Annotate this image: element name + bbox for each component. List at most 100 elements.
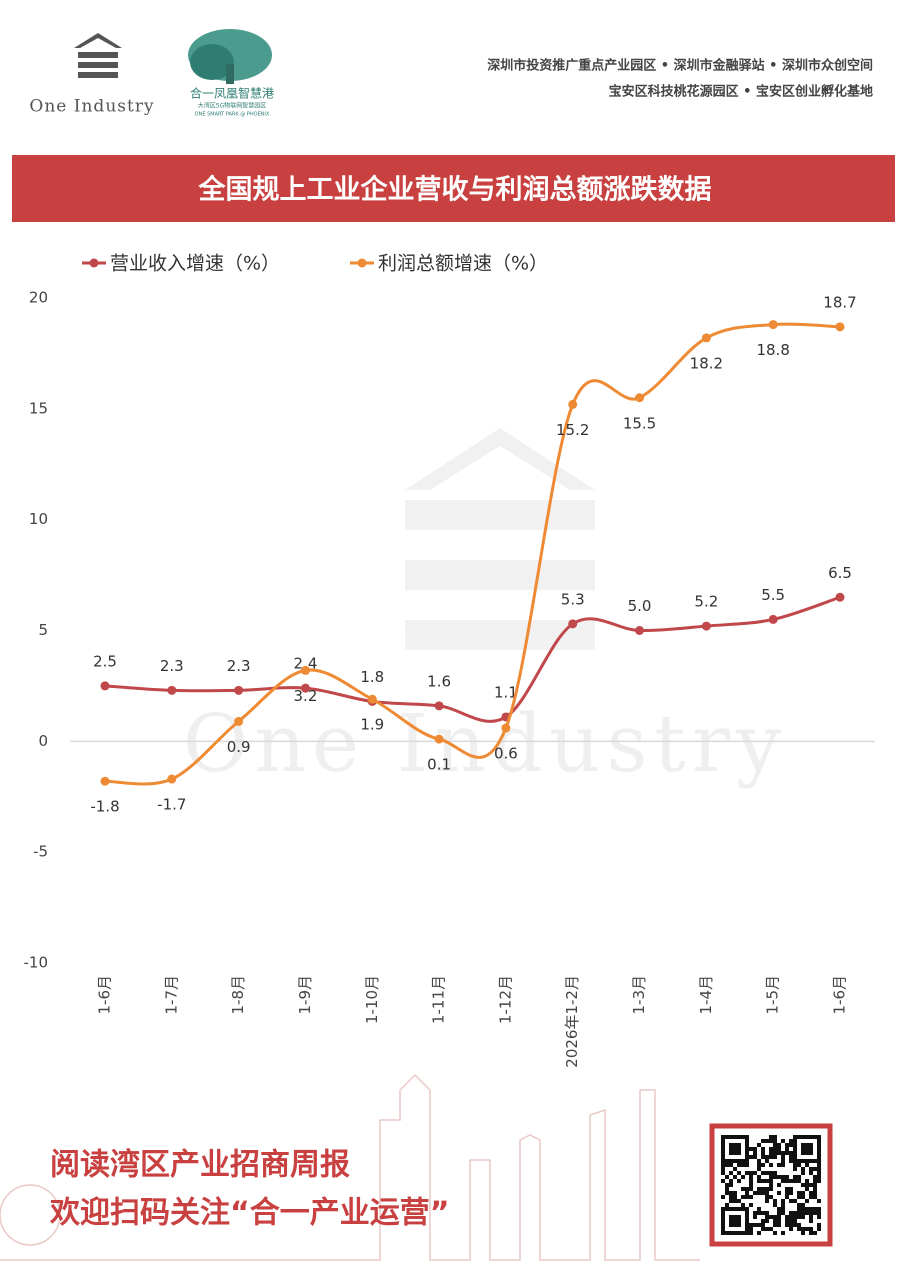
park-name: 合一凤凰智慧港 — [190, 86, 274, 101]
data-point — [234, 716, 244, 726]
park-sub: 大湾区5G物联网智慧园区 — [198, 102, 266, 110]
qr-cell — [817, 1135, 821, 1139]
qr-cell — [801, 1203, 805, 1207]
data-point — [701, 333, 711, 343]
data-point — [568, 399, 578, 409]
qr-cell — [769, 1215, 773, 1219]
qr-cell — [761, 1219, 765, 1223]
qr-cell — [789, 1223, 793, 1227]
qr-cell — [817, 1163, 821, 1167]
qr-cell — [745, 1155, 749, 1159]
qr-cell — [769, 1171, 773, 1175]
qr-cell — [765, 1215, 769, 1219]
qr-cell — [801, 1183, 805, 1187]
qr-cell — [745, 1207, 749, 1211]
data-label: 0.9 — [227, 738, 251, 756]
qr-cell — [801, 1147, 805, 1151]
qr-cell — [777, 1163, 781, 1167]
watermark-bar — [405, 500, 595, 530]
qr-cell — [757, 1159, 761, 1163]
qr-cell — [801, 1231, 805, 1235]
qr-cell — [757, 1231, 761, 1235]
qr-cell — [721, 1179, 725, 1183]
qr-cell — [773, 1215, 777, 1219]
data-label: 1.8 — [360, 668, 384, 686]
x-tick-label: 1-3月 — [630, 975, 648, 1015]
qr-cell — [805, 1183, 809, 1187]
skyline — [0, 1073, 700, 1261]
data-label: -1.8 — [90, 798, 119, 816]
qr-cell — [765, 1195, 769, 1199]
qr-cell — [769, 1195, 773, 1199]
qr-cell — [721, 1223, 725, 1227]
y-tick-label: 15 — [29, 399, 48, 417]
data-point — [835, 592, 845, 602]
qr-cell — [789, 1211, 793, 1215]
qr-cell — [793, 1223, 797, 1227]
qr-cell — [805, 1135, 809, 1139]
data-label: 6.5 — [828, 564, 852, 582]
qr-cell — [745, 1227, 749, 1231]
legend-label: 利润总额增速（%） — [378, 253, 548, 275]
qr-cell — [777, 1175, 781, 1179]
qr-cell — [789, 1159, 793, 1163]
qr-cell — [757, 1163, 761, 1167]
qr-cell — [741, 1175, 745, 1179]
qr-cell — [725, 1135, 729, 1139]
qr-cell — [769, 1135, 773, 1139]
qr-cell — [805, 1151, 809, 1155]
qr-cell — [781, 1163, 785, 1167]
qr-cell — [761, 1187, 765, 1191]
qr-cell — [737, 1135, 741, 1139]
qr-cell — [757, 1167, 761, 1171]
qr-cell — [773, 1135, 777, 1139]
qr-cell — [813, 1183, 817, 1187]
qr-cell — [749, 1195, 753, 1199]
qr-cell — [817, 1227, 821, 1231]
y-tick-label: 5 — [38, 621, 48, 639]
y-tick-label: -5 — [33, 843, 48, 861]
qr-cell — [793, 1219, 797, 1223]
x-tick-label: 1-11月 — [430, 975, 448, 1024]
qr-cell — [729, 1135, 733, 1139]
qr-cell — [793, 1167, 797, 1171]
qr-cell — [797, 1191, 801, 1195]
qr-cell — [769, 1179, 773, 1183]
qr-cell — [765, 1159, 769, 1163]
skyline-outline — [0, 1073, 700, 1261]
qr-cell — [817, 1171, 821, 1175]
qr-cell — [809, 1135, 813, 1139]
qr-cell — [729, 1159, 733, 1163]
qr-cell — [741, 1187, 745, 1191]
qr-cell — [801, 1195, 805, 1199]
qr-cell — [729, 1195, 733, 1199]
data-point — [234, 685, 244, 695]
qr-cell — [749, 1175, 753, 1179]
logo-bar — [78, 62, 118, 68]
qr-cell — [805, 1227, 809, 1231]
qr-cell — [749, 1171, 753, 1175]
qr-cell — [805, 1207, 809, 1211]
qr-cell — [813, 1191, 817, 1195]
qr-cell — [797, 1227, 801, 1231]
qr-cell — [721, 1215, 725, 1219]
qr-cell — [749, 1183, 753, 1187]
qr-cell — [757, 1223, 761, 1227]
qr-cell — [745, 1223, 749, 1227]
qr-cell — [733, 1135, 737, 1139]
qr-cell — [813, 1179, 817, 1183]
qr-cell — [773, 1147, 777, 1151]
qr-cell — [745, 1151, 749, 1155]
qr-cell — [725, 1175, 729, 1179]
qr-cell — [729, 1215, 733, 1219]
qr-cell — [773, 1155, 777, 1159]
qr-cell — [753, 1151, 757, 1155]
qr-cell — [809, 1215, 813, 1219]
qr-cell — [793, 1147, 797, 1151]
qr-cell — [721, 1207, 725, 1211]
data-label: 5.3 — [561, 590, 585, 608]
qr-cell — [721, 1143, 725, 1147]
qr-cell — [733, 1215, 737, 1219]
qr-cell — [721, 1163, 725, 1167]
qr-code — [721, 1135, 821, 1235]
